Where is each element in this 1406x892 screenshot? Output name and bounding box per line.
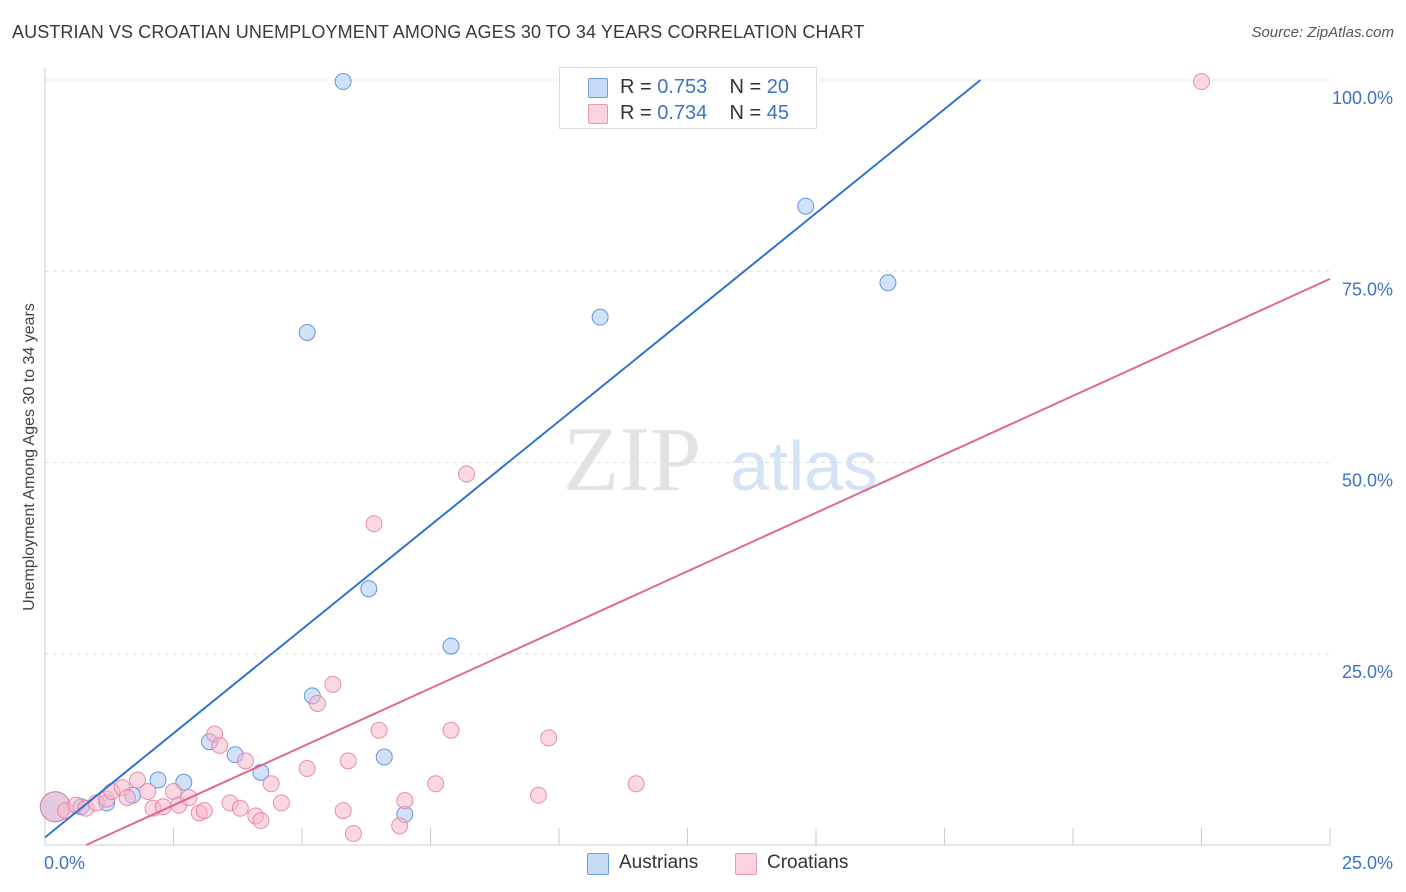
watermark-atlas: atlas [730,427,878,505]
y-tick-label: 75.0% [1342,279,1393,299]
austrians-point [149,771,167,789]
r-label: R = [620,76,658,98]
stats-row-austrians: R = 0.753 N = 20 [560,76,816,102]
tick-labels: 25.0% 50.0% 75.0% 100.0% 0.0% 25.0% [44,88,1393,873]
croatians-point [457,465,475,483]
austrians-point [360,580,378,598]
source-label: Source: ZipAtlas.com [1251,24,1394,41]
croatians-point [252,812,270,830]
x-tick-label: 0.0% [44,853,85,873]
legend-label: Austrians [619,852,699,873]
austrians-point [298,323,316,341]
croatians-point [370,721,388,739]
austrians-point [442,637,460,655]
croatians-point [262,775,280,793]
austrians-point [334,73,352,91]
n-value: 45 [766,102,790,124]
r-value: 0.734 [657,102,708,124]
croatians-point [540,729,558,747]
austrians-point [797,197,815,215]
austrians-point [879,274,897,292]
croatians-legend-swatch [735,853,757,875]
austrians-legend-swatch [587,853,609,875]
croatians-point [231,799,249,817]
stats-text: R = 0.753 N = 20 [620,76,789,99]
y-tick-label: 50.0% [1342,471,1393,491]
legend-label: Croatians [767,852,849,873]
y-tick-label: 25.0% [1342,662,1393,682]
chart-title: AUSTRIAN VS CROATIAN UNEMPLOYMENT AMONG … [12,22,865,42]
croatians-point [391,817,409,835]
croatians-point [339,752,357,770]
croatians-point [118,789,136,807]
r-value: 0.753 [657,76,708,98]
watermark: ZIP atlas [563,408,878,510]
croatians-point [298,760,316,777]
stats-row-croatians: R = 0.734 N = 45 [560,102,816,128]
croatians-trend-line [85,277,1331,846]
croatians-point [211,737,229,755]
croatians-point [324,675,342,693]
y-tick-label: 100.0% [1332,88,1393,108]
croatians-point [308,694,326,712]
trend-lines [44,79,1331,846]
austrians-point [591,308,609,326]
croatians-point [272,794,290,812]
austrians-trend-line [44,79,982,839]
croatians-point [365,515,383,533]
stats-box: R = 0.753 N = 20 R = 0.734 N = 45 [559,67,817,129]
croatians-point [1193,73,1210,91]
austrians-swatch [588,78,608,98]
croatians-swatch [588,104,608,124]
n-value: 20 [766,76,790,98]
croatians-point [344,825,362,843]
axes [44,68,1331,846]
croatians-point [195,802,213,820]
r-label: R = [620,102,658,124]
n-label: N = [729,102,767,124]
austrians-point [375,748,393,766]
legend: Austrians Croatians [0,852,1406,878]
croatians-point [396,792,414,810]
x-tick-label: 25.0% [1342,853,1393,873]
croatians-point [236,752,254,770]
croatians-point [334,802,352,820]
stats-text: R = 0.734 N = 45 [620,102,789,125]
croatians-point [139,782,157,800]
croatians-point [427,775,445,793]
n-label: N = [729,76,767,98]
croatians-point [529,786,547,804]
croatians-point [129,771,147,789]
croatians-point [627,775,645,793]
croatians-point [442,721,460,739]
watermark-zip: ZIP [563,408,701,510]
